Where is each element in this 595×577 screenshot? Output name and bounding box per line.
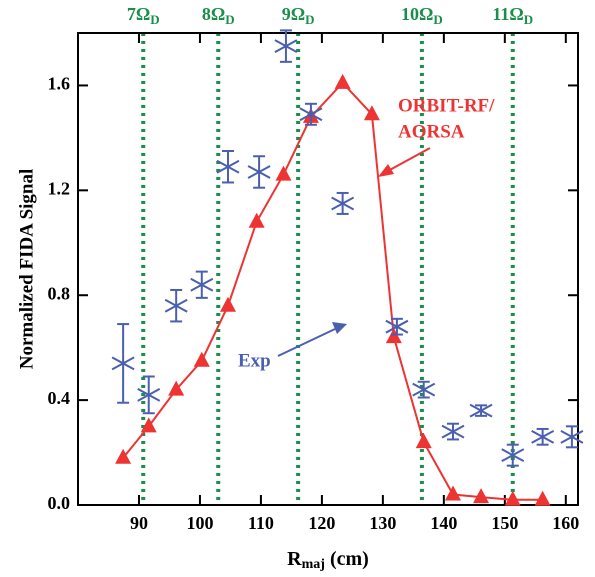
triangle-marker (504, 490, 521, 506)
error-point (560, 425, 584, 449)
y-axis-label: Normalized FIDA Signal (16, 169, 37, 370)
triangle-marker (140, 417, 157, 433)
error-point (331, 191, 355, 215)
x-marker (111, 356, 135, 371)
y-tick-label: 0.4 (48, 388, 71, 408)
x-tick-label: 140 (430, 513, 457, 533)
x-marker (560, 429, 584, 444)
triangle-marker (248, 212, 265, 228)
series-line (122, 81, 543, 501)
x-marker (385, 319, 409, 334)
error-point (111, 323, 135, 404)
legend-arrowhead (378, 164, 394, 177)
harmonic-label-main: 8Ω (202, 4, 225, 24)
x-marker (412, 382, 436, 397)
triangle-marker (363, 105, 380, 121)
error-point (531, 427, 555, 446)
x-label-main: R (287, 548, 302, 570)
harmonic-label: 7ΩD (127, 4, 160, 27)
triangle-marker (220, 296, 236, 312)
x-tick-label: 120 (308, 513, 335, 533)
x-marker (501, 448, 525, 463)
y-tick-label: 1.2 (48, 178, 71, 198)
x-marker (274, 39, 298, 53)
triangle-marker (534, 490, 551, 506)
error-point (190, 270, 214, 299)
x-tick-label: 90 (130, 513, 148, 533)
y-tick-label: 0.0 (48, 493, 71, 513)
x-marker (469, 403, 493, 418)
legend-arrow (277, 328, 336, 357)
error-point (385, 317, 409, 336)
harmonic-label-sub: D (225, 12, 234, 27)
harmonic-label: 9ΩD (282, 4, 315, 27)
x-marker (531, 429, 555, 444)
harmonic-label-main: 10Ω (401, 4, 433, 24)
triangle-marker (473, 488, 490, 504)
x-label-unit: (cm) (325, 548, 369, 570)
y-tick-label: 1.6 (48, 74, 71, 94)
x-marker (137, 387, 161, 402)
harmonic-label-sub: D (150, 12, 159, 27)
x-marker (247, 165, 271, 179)
x-marker (190, 277, 214, 292)
x-tick-label: 130 (369, 513, 396, 533)
error-point (299, 102, 323, 126)
x-tick-label: 100 (186, 513, 213, 533)
error-point (501, 443, 525, 467)
error-point (137, 375, 161, 415)
legend-label: Exp (238, 350, 271, 371)
error-point (216, 150, 240, 184)
harmonic-label: 11ΩD (492, 4, 533, 27)
harmonic-label-main: 7Ω (127, 4, 150, 24)
x-marker (331, 196, 355, 211)
harmonic-label-sub: D (433, 12, 442, 27)
x-marker (164, 298, 188, 313)
legend-arrow (385, 147, 431, 173)
plot-frame (77, 32, 579, 506)
triangle-marker (385, 328, 402, 344)
triangle-marker (193, 351, 210, 367)
legend-label: AORSA (398, 121, 465, 142)
harmonic-label-sub: D (305, 12, 314, 27)
x-axis-label: Rmaj (cm) (287, 548, 369, 573)
triangle-marker (275, 165, 292, 181)
x-tick-label: 160 (552, 513, 579, 533)
triangle-marker (445, 485, 461, 501)
harmonic-label-sub: D (524, 12, 533, 27)
triangle-marker (168, 380, 185, 396)
harmonic-label: 8ΩD (202, 4, 235, 27)
x-label-sub: maj (302, 557, 325, 572)
x-marker (299, 107, 323, 122)
error-point (274, 29, 298, 63)
error-point (441, 422, 465, 441)
triangle-marker (334, 73, 351, 89)
legend-label: ORBIT-RF/ (398, 95, 495, 116)
error-point (164, 288, 188, 323)
legend-arrowhead (332, 322, 347, 334)
x-marker (441, 424, 465, 439)
x-tick-label: 110 (248, 513, 274, 533)
triangle-marker (115, 448, 132, 464)
x-tick-label: 150 (491, 513, 518, 533)
y-tick-label: 0.8 (48, 283, 71, 303)
harmonic-label-main: 9Ω (282, 4, 305, 24)
triangle-marker (415, 433, 432, 449)
error-point (247, 155, 271, 189)
error-point (469, 403, 493, 418)
harmonic-label-main: 11Ω (492, 4, 523, 24)
error-point (412, 380, 436, 399)
harmonic-label: 10ΩD (401, 4, 443, 27)
x-marker (216, 159, 240, 174)
